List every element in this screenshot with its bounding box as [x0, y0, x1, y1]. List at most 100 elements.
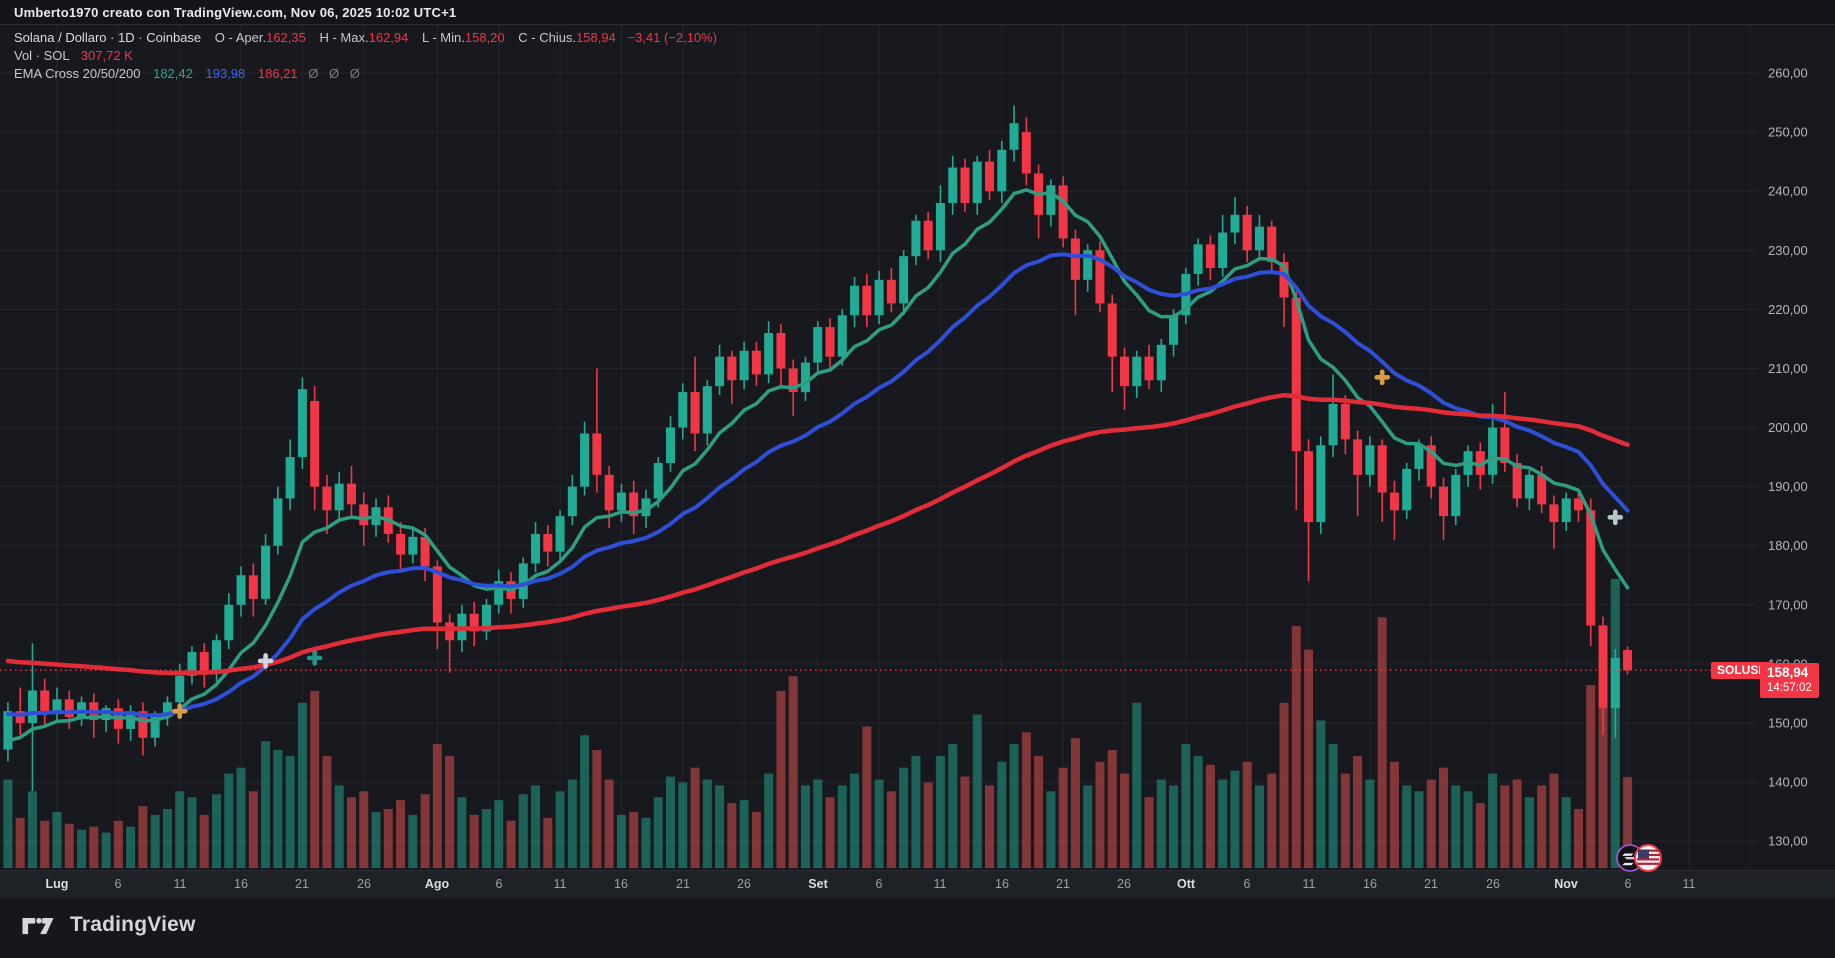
volume-bar — [825, 797, 835, 868]
price-axis-label: 170,00 — [1768, 597, 1808, 612]
bar-countdown: 14:57:02 — [1767, 682, 1812, 695]
candle — [1573, 489, 1583, 523]
price-axis-label: 220,00 — [1768, 302, 1808, 317]
volume-bar — [1291, 626, 1301, 868]
candle — [1058, 176, 1068, 248]
tradingview-brand-link[interactable]: TradingView — [15, 913, 196, 937]
volume-bar — [629, 811, 639, 868]
candle — [1132, 350, 1142, 398]
candle — [346, 465, 356, 517]
volume-bar — [1524, 797, 1534, 868]
candle — [322, 474, 332, 534]
candle — [1119, 347, 1129, 410]
volume-bar — [3, 779, 13, 868]
volume-bar — [187, 797, 197, 868]
volume-bar — [1169, 785, 1179, 868]
candle — [199, 643, 209, 688]
last-price-box: 158,94 14:57:02 — [1760, 663, 1819, 699]
time-axis-label: 6 — [1624, 877, 1632, 891]
candle — [604, 465, 614, 528]
candle — [224, 592, 234, 650]
legend-symbol-title: Solana / Dollaro · 1D · Coinbase — [14, 30, 202, 45]
candle — [481, 598, 491, 641]
volume-bar — [1512, 779, 1522, 868]
candle — [1353, 430, 1363, 517]
candle — [690, 356, 700, 452]
candle — [506, 572, 516, 614]
volume-bar — [175, 791, 185, 868]
candle — [1463, 445, 1473, 487]
volume-bar — [1205, 764, 1215, 868]
volume-bar — [1316, 720, 1326, 868]
volume-bar — [911, 755, 921, 868]
candle — [396, 522, 406, 573]
candle — [911, 214, 921, 266]
candle — [960, 158, 970, 212]
volume-bar — [77, 829, 87, 868]
candle — [187, 646, 197, 685]
volume-bar — [432, 744, 442, 868]
volume-bar — [666, 776, 675, 868]
time-axis-label: 11 — [1682, 877, 1696, 891]
candle — [997, 140, 1007, 203]
volume-label: Vol · SOL — [14, 48, 70, 63]
volume-bar — [1230, 770, 1240, 868]
candle — [1402, 462, 1412, 520]
volume-bar — [1549, 773, 1559, 868]
price-axis-label: 200,00 — [1768, 420, 1808, 435]
volume-value: 307,72 K — [80, 48, 133, 63]
volume-bar — [236, 767, 246, 868]
volume-bar — [592, 750, 602, 868]
time-axis-label: 16 — [995, 877, 1009, 891]
volume-bar — [788, 676, 798, 868]
volume-bar — [1279, 702, 1289, 868]
volume-bar — [1083, 785, 1093, 868]
candle — [1218, 214, 1228, 277]
price-chart[interactable]: 130,00140,00150,00160,00170,00180,00190,… — [0, 25, 1835, 870]
volume-bar — [739, 800, 749, 868]
volume-bar — [1009, 744, 1019, 868]
volume-bar — [1537, 785, 1547, 868]
price-axis-label: 210,00 — [1768, 361, 1808, 376]
candle — [445, 613, 455, 673]
candle — [1389, 480, 1399, 540]
volume-bar — [420, 794, 430, 868]
chart-area[interactable]: 130,00140,00150,00160,00170,00180,00190,… — [0, 25, 1835, 872]
candle — [1451, 468, 1461, 526]
candle — [1230, 197, 1240, 245]
volume-bar — [469, 814, 479, 868]
volume-bar — [641, 817, 651, 868]
candle — [837, 309, 847, 366]
volume-bar — [52, 811, 62, 868]
candle — [592, 368, 602, 493]
ema-cross-empty-2: Ø — [329, 66, 340, 81]
volume-bar — [310, 691, 320, 868]
volume-bar — [1046, 791, 1056, 868]
price-axis-label: 180,00 — [1768, 538, 1808, 553]
ema-cross-empty-3: Ø — [349, 66, 360, 81]
volume-bar — [359, 791, 369, 868]
ema200-line — [5, 392, 1630, 676]
candle — [432, 560, 442, 650]
candle — [1304, 439, 1314, 582]
candle — [985, 149, 995, 201]
candle — [1070, 229, 1080, 316]
time-axis-label: Lug — [45, 877, 69, 891]
candle — [494, 569, 504, 614]
volume-bar — [1156, 779, 1166, 868]
volume-bar — [813, 779, 823, 868]
time-axis-label: 26 — [737, 877, 751, 891]
volume-bar — [764, 773, 774, 868]
candle — [52, 687, 62, 723]
volume-bar — [1328, 744, 1338, 868]
time-axis[interactable]: Lug 6 11 16 21 26 Ago 6 11 16 21 26 Set 6 11 16 21 26 Ott 6… — [0, 870, 1835, 898]
volume-bar — [1218, 779, 1228, 868]
legend-high: H - Max.162,94 — [319, 30, 409, 45]
candle — [715, 344, 725, 396]
volume-bar — [960, 776, 970, 868]
candle — [727, 350, 737, 404]
usd-flag-icon — [1634, 844, 1662, 872]
ema-cross-marker — [257, 653, 274, 669]
time-axis-label: Ott — [1176, 877, 1196, 891]
